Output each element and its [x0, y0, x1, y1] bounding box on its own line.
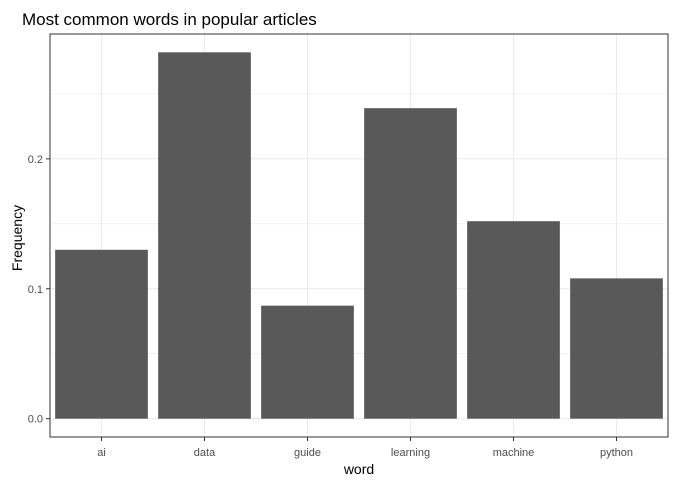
bar-learning — [364, 108, 457, 419]
y-axis-label: Frequency — [9, 205, 25, 271]
bar-machine — [467, 221, 560, 419]
x-tick-label-learning: learning — [391, 447, 430, 459]
panel-background — [50, 34, 668, 437]
y-tick-label: 0.2 — [28, 154, 43, 166]
bar-ai — [55, 249, 148, 419]
x-tick-label-guide: guide — [294, 447, 321, 459]
x-tick-label-ai: ai — [97, 447, 106, 459]
chart-title: Most common words in popular articles — [22, 10, 317, 29]
x-tick-label-python: python — [600, 447, 633, 459]
x-tick-label-machine: machine — [493, 447, 535, 459]
panel-border — [49, 33, 669, 438]
bar-data — [158, 52, 251, 419]
bar-python — [570, 278, 663, 419]
x-axis-label: word — [343, 461, 374, 477]
plot-panel: 0.0 0.1 0.2 ai data guide learning machine pytho… — [28, 33, 669, 459]
bar-guide — [261, 305, 354, 419]
y-tick-label: 0.1 — [28, 284, 43, 296]
x-tick-label-data: data — [194, 447, 216, 459]
y-tick-label: 0.0 — [28, 414, 43, 426]
